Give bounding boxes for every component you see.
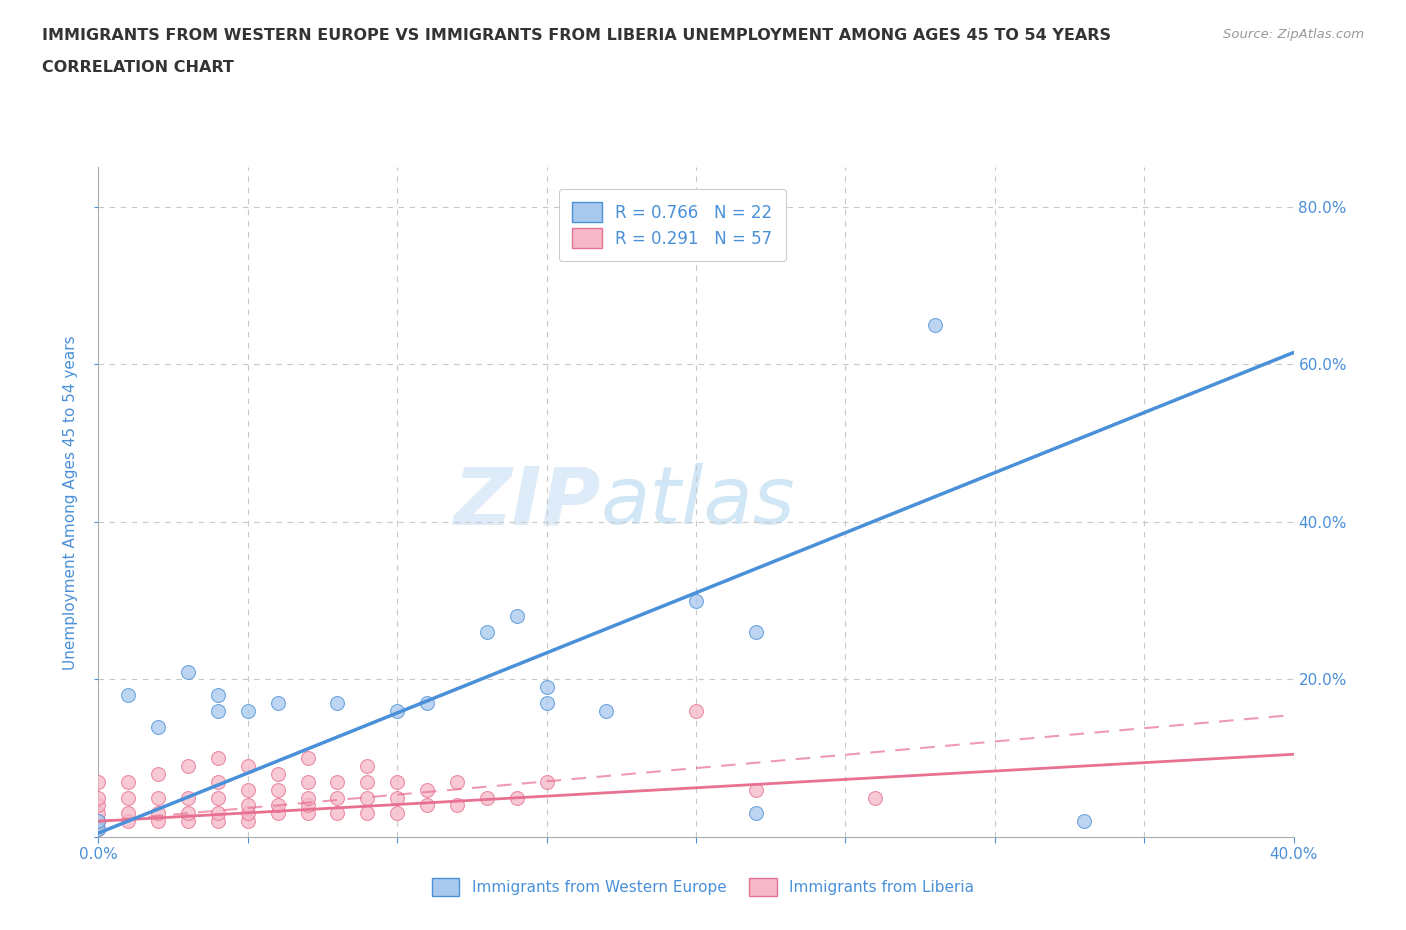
Text: CORRELATION CHART: CORRELATION CHART [42, 60, 233, 75]
Point [207, 806, 229, 821]
Point [87, 806, 110, 821]
Point [87, 798, 110, 813]
Point [236, 806, 259, 821]
Point [207, 814, 229, 829]
Point [87, 775, 110, 790]
Point [267, 696, 290, 711]
Point [536, 696, 558, 711]
Point [87, 790, 110, 805]
Point [117, 814, 139, 829]
Point [87, 814, 110, 829]
Point [385, 703, 409, 718]
Point [745, 782, 768, 797]
Point [297, 806, 319, 821]
Point [177, 664, 200, 679]
Point [356, 806, 378, 821]
Point [87, 814, 110, 829]
Text: Source: ZipAtlas.com: Source: ZipAtlas.com [1223, 28, 1364, 41]
Point [177, 806, 200, 821]
Point [207, 751, 229, 765]
Point [685, 593, 707, 608]
Point [87, 822, 110, 837]
Point [236, 703, 259, 718]
Point [475, 625, 498, 640]
Point [416, 696, 439, 711]
Point [236, 814, 259, 829]
Point [446, 798, 468, 813]
Point [745, 625, 768, 640]
Point [745, 806, 768, 821]
Point [117, 688, 139, 703]
Text: ZIP: ZIP [453, 463, 600, 541]
Y-axis label: Unemployment Among Ages 45 to 54 years: Unemployment Among Ages 45 to 54 years [63, 335, 79, 670]
Point [87, 822, 110, 837]
Point [267, 798, 290, 813]
Point [297, 751, 319, 765]
Point [385, 806, 409, 821]
Point [685, 703, 707, 718]
Legend: Immigrants from Western Europe, Immigrants from Liberia: Immigrants from Western Europe, Immigran… [425, 870, 981, 904]
Point [595, 703, 617, 718]
Point [177, 759, 200, 774]
Point [356, 775, 378, 790]
Point [148, 814, 170, 829]
Point [297, 790, 319, 805]
Point [148, 719, 170, 734]
Point [416, 782, 439, 797]
Point [177, 790, 200, 805]
Point [326, 775, 349, 790]
Point [117, 790, 139, 805]
Point [475, 790, 498, 805]
Point [865, 790, 887, 805]
Point [506, 609, 529, 624]
Point [1073, 814, 1095, 829]
Text: IMMIGRANTS FROM WESTERN EUROPE VS IMMIGRANTS FROM LIBERIA UNEMPLOYMENT AMONG AGE: IMMIGRANTS FROM WESTERN EUROPE VS IMMIGR… [42, 28, 1111, 43]
Point [207, 775, 229, 790]
Point [267, 806, 290, 821]
Point [117, 775, 139, 790]
Point [385, 790, 409, 805]
Point [236, 798, 259, 813]
Point [267, 766, 290, 781]
Point [148, 790, 170, 805]
Point [177, 814, 200, 829]
Point [297, 775, 319, 790]
Point [536, 775, 558, 790]
Point [356, 759, 378, 774]
Point [506, 790, 529, 805]
Point [446, 775, 468, 790]
Point [148, 766, 170, 781]
Point [236, 782, 259, 797]
Point [117, 806, 139, 821]
Point [536, 680, 558, 695]
Point [326, 806, 349, 821]
Point [356, 790, 378, 805]
Point [416, 798, 439, 813]
Point [326, 696, 349, 711]
Point [385, 775, 409, 790]
Point [207, 790, 229, 805]
Point [207, 703, 229, 718]
Point [297, 798, 319, 813]
Point [236, 759, 259, 774]
Point [326, 790, 349, 805]
Point [207, 688, 229, 703]
Legend: R = 0.766   N = 22, R = 0.291   N = 57: R = 0.766 N = 22, R = 0.291 N = 57 [558, 189, 786, 261]
Point [267, 782, 290, 797]
Text: atlas: atlas [600, 463, 796, 541]
Point [924, 317, 946, 332]
Point [148, 806, 170, 821]
